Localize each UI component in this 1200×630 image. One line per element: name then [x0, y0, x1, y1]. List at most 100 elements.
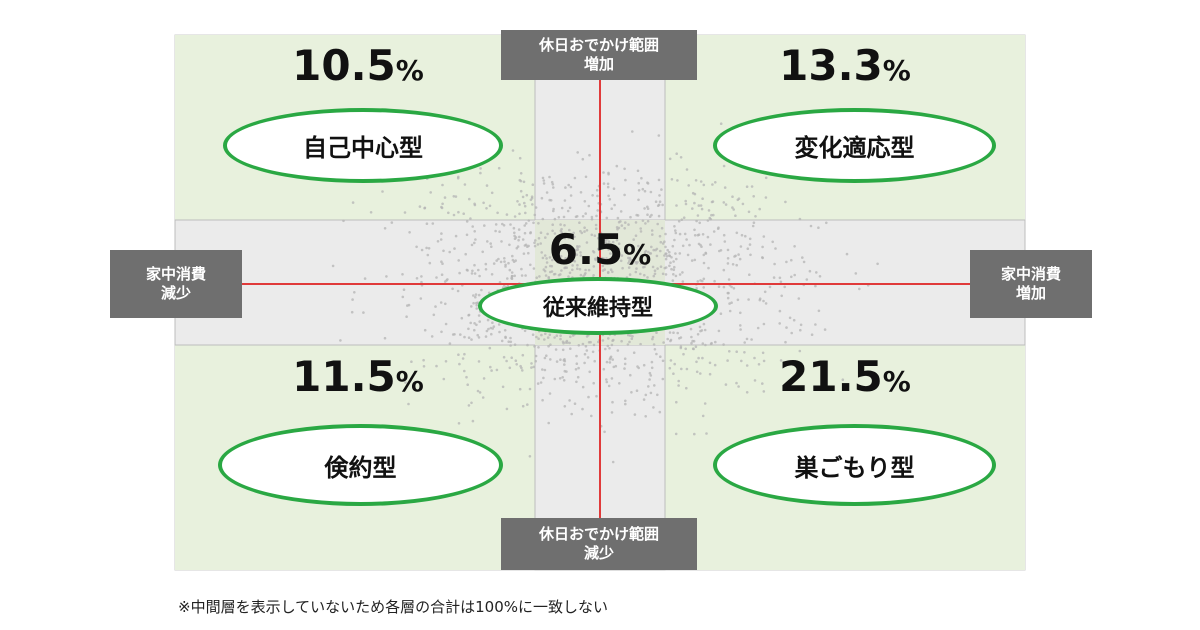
scatter-dot — [614, 364, 618, 368]
scatter-dot — [611, 400, 614, 404]
scatter-dot — [636, 260, 639, 264]
scatter-dot — [690, 259, 694, 262]
scatter-dot — [780, 294, 783, 298]
scatter-dot — [446, 278, 449, 281]
scatter-dot — [549, 343, 552, 347]
scatter-dot — [501, 385, 505, 389]
scatter-dot — [463, 183, 467, 186]
scatter-dot — [484, 262, 488, 266]
scatter-dot — [448, 250, 452, 254]
scatter-dot — [482, 377, 486, 380]
scatter-dot — [764, 176, 768, 180]
segment-ellipse-bottom-right: 巣ごもり型 — [713, 424, 996, 506]
scatter-dot — [601, 264, 605, 268]
scatter-dot — [802, 260, 806, 264]
scatter-dot — [577, 366, 580, 370]
scatter-dot — [617, 226, 621, 230]
scatter-dot — [710, 341, 713, 345]
scatter-dot — [726, 257, 730, 260]
scatter-dot — [693, 258, 697, 262]
scatter-dot — [551, 229, 554, 233]
scatter-dot — [498, 230, 501, 233]
scatter-dot — [451, 287, 454, 291]
scatter-dot — [544, 236, 547, 239]
scatter-dot — [531, 333, 535, 337]
scatter-dot — [731, 195, 734, 198]
scatter-dot — [512, 260, 516, 264]
scatter-dot — [672, 260, 675, 263]
scatter-dot — [792, 318, 796, 322]
scatter-dot — [454, 195, 458, 198]
scatter-dot — [637, 181, 640, 185]
scatter-dot — [712, 230, 716, 233]
scatter-dot — [674, 252, 677, 255]
scatter-dot — [745, 391, 749, 394]
scatter-dot — [544, 274, 548, 277]
scatter-dot — [546, 336, 550, 339]
scatter-dot — [810, 333, 814, 337]
scatter-dot — [658, 234, 662, 238]
scatter-dot — [489, 242, 493, 245]
scatter-dot — [568, 244, 572, 247]
scatter-dot — [648, 215, 652, 218]
scatter-dot — [679, 156, 683, 159]
scatter-dot — [854, 272, 858, 275]
percent-top-left-unit: % — [395, 54, 424, 87]
scatter-dot — [425, 222, 429, 225]
scatter-dot — [520, 274, 524, 277]
scatter-dot — [601, 260, 604, 263]
scatter-dot — [644, 393, 648, 397]
scatter-dot — [763, 290, 767, 294]
scatter-dot — [540, 333, 543, 337]
scatter-dot — [519, 189, 523, 193]
scatter-dot — [663, 240, 666, 243]
scatter-dot — [382, 386, 385, 389]
scatter-dot — [537, 237, 541, 240]
scatter-dot — [778, 309, 782, 313]
scatter-dot — [439, 301, 443, 304]
scatter-dot — [383, 336, 387, 340]
scatter-dot — [724, 383, 728, 386]
scatter-dot — [489, 365, 492, 369]
scatter-dot — [521, 404, 525, 408]
scatter-dot — [500, 240, 503, 243]
scatter-dot — [548, 175, 551, 179]
axis-label-right-line1: 家中消費 — [1000, 265, 1061, 283]
scatter-dot — [684, 202, 688, 206]
scatter-dot — [722, 268, 726, 272]
axis-label-top-line1: 休日おでかけ範囲 — [538, 36, 659, 54]
scatter-dot — [492, 325, 496, 328]
scatter-dot — [751, 224, 755, 228]
scatter-dot — [631, 261, 635, 265]
scatter-dot — [700, 329, 704, 332]
scatter-dot — [529, 198, 533, 202]
scatter-dot — [651, 335, 655, 339]
scatter-dot — [530, 362, 533, 365]
scatter-dot — [584, 212, 587, 215]
scatter-dot — [636, 214, 640, 217]
scatter-dot — [808, 269, 812, 273]
scatter-dot — [703, 402, 707, 405]
axis-label-top: 休日おでかけ範囲 増加 — [501, 30, 697, 80]
scatter-dot — [531, 183, 535, 186]
segment-label-top-left: 自己中心型 — [303, 134, 423, 162]
scatter-dot — [457, 353, 460, 357]
scatter-dot — [728, 302, 731, 305]
scatter-dot — [552, 207, 555, 211]
scatter-dot — [483, 224, 486, 227]
scatter-dot — [697, 356, 700, 360]
scatter-dot — [467, 327, 470, 331]
scatter-dot — [664, 257, 668, 261]
scatter-dot — [768, 285, 772, 289]
segment-label-bottom-right: 巣ごもり型 — [794, 453, 915, 482]
scatter-dot — [472, 294, 475, 297]
scatter-dot — [671, 279, 675, 282]
scatter-dot — [672, 268, 676, 272]
scatter-dot — [615, 164, 619, 168]
scatter-dot — [673, 225, 676, 228]
scatter-dot — [626, 343, 630, 346]
scatter-dot — [748, 237, 752, 241]
scatter-dot — [488, 346, 492, 350]
scatter-dot — [624, 402, 627, 406]
scatter-dot — [616, 216, 620, 220]
